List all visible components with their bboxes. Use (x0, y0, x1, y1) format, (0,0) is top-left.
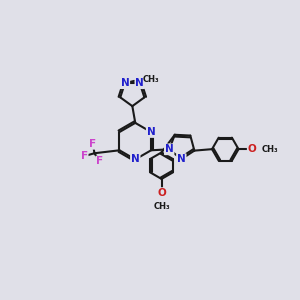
Text: N: N (131, 154, 140, 164)
Text: N: N (121, 78, 129, 88)
Text: F: F (81, 151, 88, 161)
Text: N: N (135, 78, 144, 88)
Text: N: N (147, 127, 155, 137)
Text: N: N (177, 154, 186, 164)
Text: CH₃: CH₃ (262, 145, 279, 154)
Text: N: N (165, 144, 174, 154)
Text: F: F (96, 157, 103, 166)
Text: CH₃: CH₃ (142, 75, 159, 84)
Text: O: O (157, 188, 166, 198)
Text: F: F (89, 139, 97, 149)
Text: O: O (248, 144, 256, 154)
Text: CH₃: CH₃ (153, 202, 170, 211)
